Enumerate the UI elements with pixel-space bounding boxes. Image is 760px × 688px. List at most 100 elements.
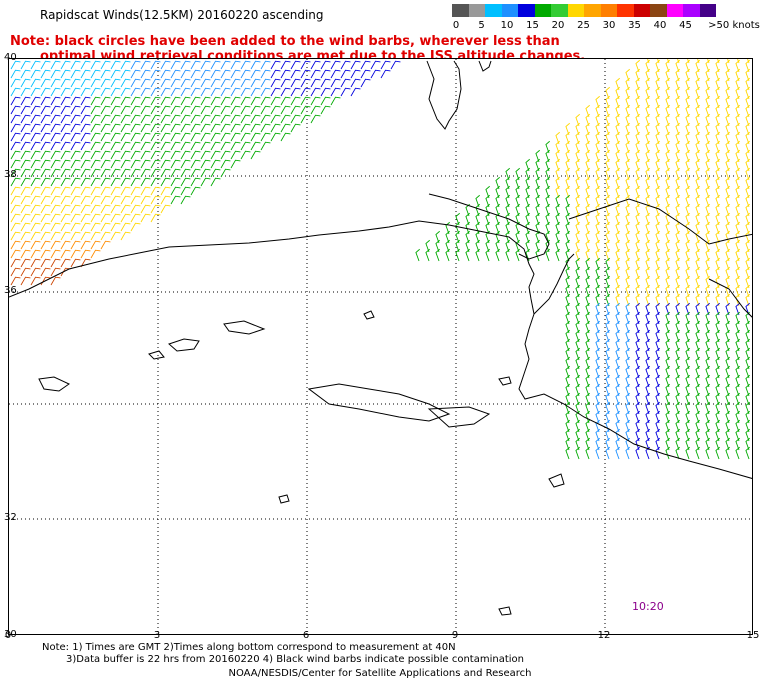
wind-barb [715,374,720,388]
wind-barb [735,410,740,424]
wind-barb [170,60,181,70]
wind-barb [595,302,600,316]
wind-barb [120,87,131,97]
wind-barb [100,213,111,223]
wind-barb [40,168,51,178]
wind-barb [190,96,201,106]
wind-barb [585,239,590,253]
wind-barb [635,140,640,154]
wind-barb [475,239,480,253]
wind-barb [665,194,670,208]
wind-barb [30,240,41,250]
wind-barb [585,266,590,280]
wind-barb [635,383,640,397]
wind-barb [685,302,690,316]
wind-barb [90,204,101,214]
wind-barb [180,60,191,70]
wind-barb [595,113,600,127]
wind-barb [735,113,740,127]
wind-barb [50,276,61,286]
wind-barb [625,77,630,91]
wind-barb [465,221,470,235]
wind-barb [605,230,610,244]
wind-barb [20,204,31,214]
wind-barb [10,69,21,79]
wind-barb [60,186,71,196]
wind-barb [320,96,331,106]
wind-barb [160,141,171,151]
wind-barb [270,114,281,124]
wind-barb [210,60,221,70]
wind-barb [705,122,710,136]
wind-speed-scale: 0 5 10 15 20 25 30 35 40 45 >50 knots [452,4,760,34]
wind-barb [585,176,590,190]
wind-barb [140,78,151,88]
coastline-north-africa [9,220,752,479]
wind-barb [705,248,710,262]
wind-barb [585,293,590,307]
wind-barb [525,185,530,199]
wind-barb [120,78,131,88]
wind-barb [695,284,700,298]
scale-label-2: 10 [500,20,514,31]
wind-barb [745,95,750,109]
wind-barb [485,239,490,253]
wind-barb [695,446,700,460]
wind-barb [585,446,590,460]
wind-barb [50,78,61,88]
wind-barb [635,356,640,370]
wind-barb [545,176,550,190]
wind-barb [10,150,21,160]
wind-barb [665,122,670,136]
wind-barb [675,320,680,334]
wind-barb [110,69,121,79]
wind-barb [30,69,41,79]
wind-barb [605,176,610,190]
wind-barb [575,374,580,388]
wind-barb [685,410,690,424]
wind-barb [685,158,690,172]
wind-barb [220,87,231,97]
wind-barb [30,96,41,106]
wind-barb [250,132,261,142]
wind-barb [705,257,710,271]
wind-barb [717,59,720,64]
wind-barb [697,59,700,64]
wind-barb [675,356,680,370]
wind-barb [10,276,21,286]
wind-barb [585,221,590,235]
wind-barb [745,230,750,244]
wind-barb [10,159,21,169]
wind-barb [735,122,740,136]
wind-barb [495,221,500,235]
wind-barb [230,159,241,169]
wind-barb [230,96,241,106]
wind-barb [675,203,680,217]
wind-barb [190,123,201,133]
wind-barb [505,194,510,208]
wind-barb [525,167,530,181]
wind-barb [230,132,241,142]
wind-barb [20,87,31,97]
wind-barb [70,150,81,160]
wind-barb [725,311,730,325]
wind-barb [625,149,630,163]
wind-barb [635,365,640,379]
wind-barb [70,96,81,106]
wind-barb [745,320,750,334]
wind-barb [495,248,500,262]
wind-barb [180,168,191,178]
wind-barb [210,78,221,88]
wind-barb [575,329,580,343]
wind-barb [80,249,91,259]
wind-barb [100,78,111,88]
wind-barb [50,123,61,133]
footnote-line1: Note: 1) Times are GMT 2)Times along bot… [42,642,456,653]
wind-barb [80,150,91,160]
wind-barb [695,275,700,289]
wind-barb [695,347,700,361]
wind-barb [655,329,660,343]
wind-barb [625,329,630,343]
wind-barb [655,347,660,361]
lat-label: 40 [4,52,17,63]
